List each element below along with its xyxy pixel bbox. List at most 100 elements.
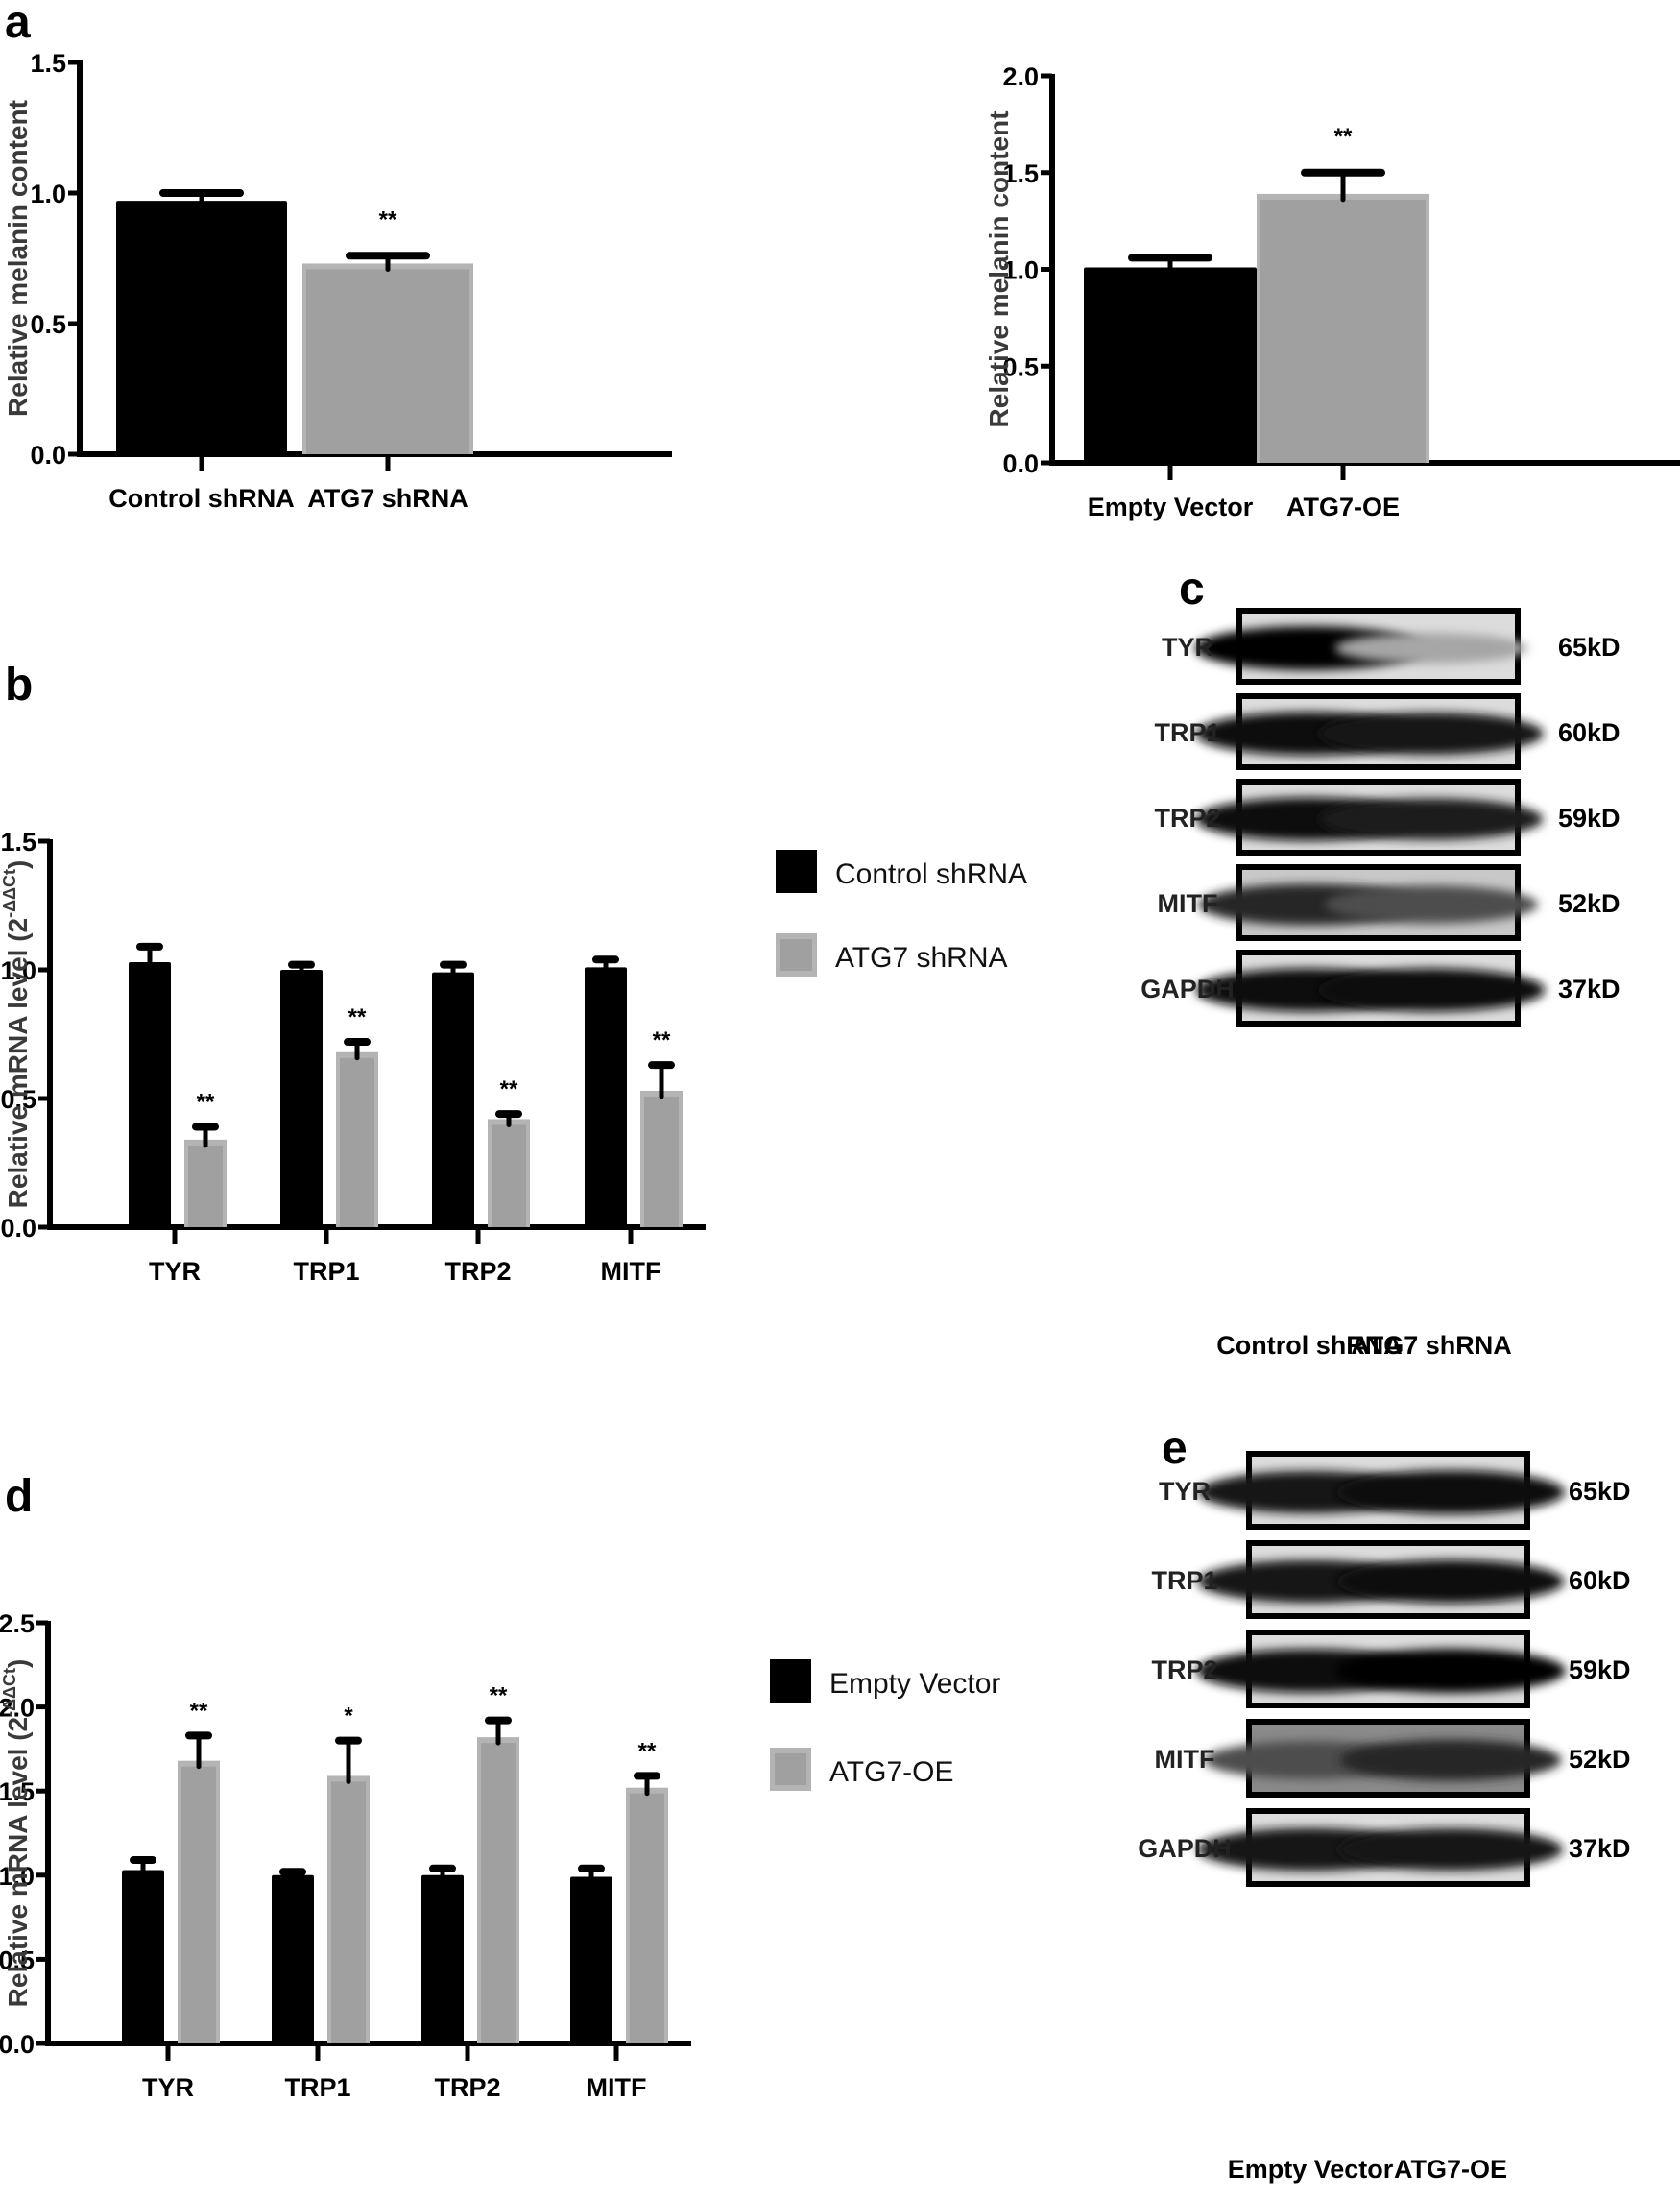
y-tick-label: 0.5 xyxy=(0,1945,35,1974)
protein-band xyxy=(1339,1739,1562,1781)
molecular-weight-label: 52kD xyxy=(1558,889,1620,918)
protein-band xyxy=(1334,633,1528,664)
x-category-label: TYR xyxy=(142,2073,194,2102)
protein-label: TYR xyxy=(1162,633,1213,662)
lane-label: ATG7 shRNA xyxy=(1351,1331,1512,1360)
protein-band xyxy=(1319,798,1544,840)
panel-label-e: e xyxy=(1162,1423,1188,1474)
bar-atg7-oe-fill xyxy=(1260,199,1426,464)
legend-label: Control shRNA xyxy=(835,858,1027,890)
protein-label: TRP2 xyxy=(1154,804,1220,833)
bar-mitf-empty-vector xyxy=(570,1876,612,2043)
x-category-label: MITF xyxy=(587,2073,647,2102)
significance-marker: ** xyxy=(638,1738,657,1764)
panel-label-c: c xyxy=(1179,564,1205,615)
protein-band xyxy=(1325,885,1538,924)
protein-label: TYR xyxy=(1159,1477,1211,1506)
lane-label: Empty Vector xyxy=(1228,2155,1394,2184)
legend-swatch-light-fill xyxy=(775,1753,806,1785)
significance-marker: ** xyxy=(490,1683,508,1709)
y-axis-title: Relative melanin content xyxy=(3,100,33,417)
y-tick-label: 1.0 xyxy=(0,956,36,985)
significance-marker: * xyxy=(344,1703,353,1729)
molecular-weight-label: 65kD xyxy=(1569,1477,1631,1506)
y-tick-label: 0.5 xyxy=(0,1085,36,1114)
legend-swatch-light-fill xyxy=(780,939,812,971)
significance-marker: ** xyxy=(500,1076,518,1102)
y-tick-label: 2.0 xyxy=(0,1694,35,1723)
x-category-label: TRP2 xyxy=(444,1257,511,1286)
bar-atg7-shrna-fill xyxy=(306,269,469,454)
molecular-weight-label: 59kD xyxy=(1558,804,1620,833)
bar-control-shrna xyxy=(116,201,287,454)
legend-swatch-dark xyxy=(776,850,817,893)
y-tick-label: 2.5 xyxy=(0,1609,35,1638)
y-tick-label: 0.0 xyxy=(30,441,66,470)
x-category-label: TRP2 xyxy=(434,2073,500,2102)
y-tick-label: 1.5 xyxy=(30,49,66,78)
protein-label: TRP1 xyxy=(1151,1566,1217,1595)
bar-trp2-empty-vector xyxy=(421,1874,464,2043)
bar-trp2-control-shrna xyxy=(432,972,474,1227)
bar-trp1-atg7-shrna-fill xyxy=(340,1057,374,1227)
protein-band xyxy=(1336,1559,1565,1604)
y-tick-label: 0.0 xyxy=(1002,449,1039,478)
significance-marker: ** xyxy=(348,1004,367,1030)
bar-trp1-atg7-oe-fill xyxy=(331,1781,366,2043)
lane-label: ATG7-OE xyxy=(1394,2155,1507,2184)
y-tick-label: 1.5 xyxy=(1002,159,1039,188)
protein-label: MITF xyxy=(1158,889,1218,918)
protein-band xyxy=(1317,968,1546,1012)
significance-marker: ** xyxy=(197,1089,215,1115)
bar-mitf-atg7-oe-fill xyxy=(630,1793,664,2043)
significance-marker: ** xyxy=(653,1027,671,1053)
x-category-label: Empty Vector xyxy=(1088,493,1254,521)
molecular-weight-label: 37kD xyxy=(1569,1834,1631,1863)
bar-trp2-atg7-oe-fill xyxy=(481,1743,516,2043)
protein-band xyxy=(1338,1828,1563,1871)
bar-tyr-atg7-oe-fill xyxy=(181,1766,216,2043)
y-tick-label: 1.5 xyxy=(0,1777,35,1806)
y-tick-label: 2.0 xyxy=(1002,62,1039,91)
molecular-weight-label: 60kD xyxy=(1569,1566,1631,1595)
significance-marker: ** xyxy=(1334,124,1353,150)
bar-tyr-empty-vector xyxy=(122,1870,164,2043)
x-category-label: MITF xyxy=(601,1257,661,1286)
bar-tyr-control-shrna xyxy=(129,961,171,1227)
y-tick-label: 0.0 xyxy=(0,1214,36,1243)
y-tick-label: 1.0 xyxy=(0,1862,35,1891)
panel-label-d: d xyxy=(5,1471,34,1522)
y-tick-label: 1.0 xyxy=(1002,256,1039,285)
molecular-weight-label: 52kD xyxy=(1569,1745,1631,1774)
significance-marker: ** xyxy=(190,1698,208,1724)
y-tick-label: 0.0 xyxy=(0,2030,35,2059)
x-category-label: TRP1 xyxy=(284,2073,350,2102)
protein-band xyxy=(1335,1470,1566,1514)
y-tick-label: 1.0 xyxy=(30,180,66,208)
panel-label-b: b xyxy=(5,660,34,711)
x-category-label: TYR xyxy=(149,1257,201,1286)
significance-marker: ** xyxy=(379,206,397,232)
x-category-label: Control shRNA xyxy=(108,484,294,513)
x-category-label: TRP1 xyxy=(293,1257,359,1286)
protein-label: GAPDH xyxy=(1140,975,1235,1003)
bar-mitf-atg7-shrna-fill xyxy=(644,1096,679,1227)
legend-label: ATG7 shRNA xyxy=(835,942,1008,974)
y-axis-title: Relative melanin content xyxy=(984,111,1014,428)
y-axis-title: Relative mRNA level (2-ΔΔCt) xyxy=(0,860,33,1209)
legend-label: ATG7-OE xyxy=(829,1756,953,1788)
legend-label: Empty Vector xyxy=(829,1668,1000,1700)
molecular-weight-label: 37kD xyxy=(1558,975,1620,1003)
bar-tyr-atg7-shrna-fill xyxy=(188,1145,223,1227)
y-tick-label: 1.5 xyxy=(0,828,36,857)
protein-label: GAPDH xyxy=(1138,1834,1232,1863)
bar-mitf-control-shrna xyxy=(585,967,627,1227)
protein-label: TRP2 xyxy=(1151,1655,1217,1684)
lane-label: Control shRNA xyxy=(1216,1331,1402,1360)
molecular-weight-label: 65kD xyxy=(1558,633,1620,662)
